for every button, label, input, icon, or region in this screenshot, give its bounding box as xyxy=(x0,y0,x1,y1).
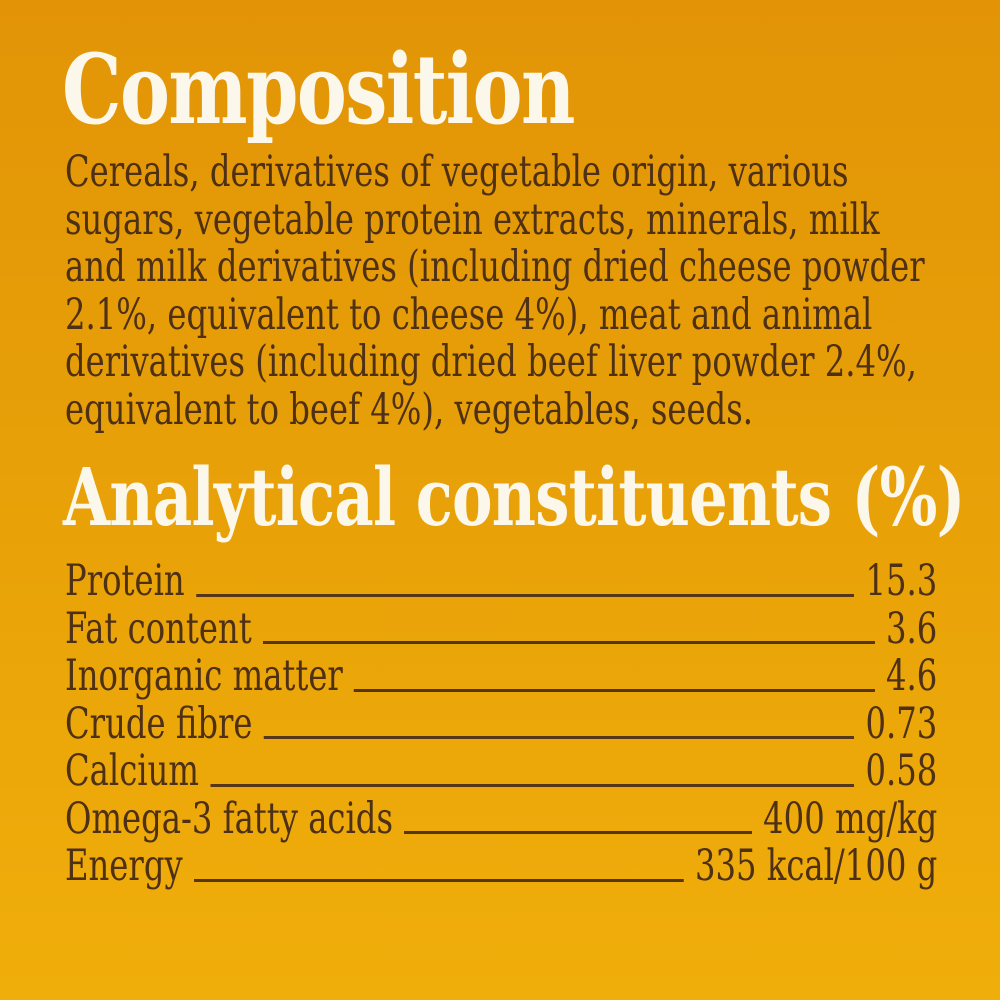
composition-line: and milk derivatives (including dried ch… xyxy=(65,242,925,292)
composition-title: Composition xyxy=(62,33,575,146)
nutrient-row-protein: Protein 15.3 xyxy=(65,556,938,606)
leader-line xyxy=(195,593,855,597)
nutrient-row-energy: Energy 335 kcal/100 g xyxy=(65,841,938,891)
analytical-constituents-title: Analytical constituents (%) xyxy=(63,450,965,544)
nutrient-value: 15.3 xyxy=(865,556,938,606)
composition-line: Cereals, derivatives of vegetable origin… xyxy=(65,147,849,197)
nutrient-value: 0.73 xyxy=(865,698,938,749)
nutrient-row-fat-content: Fat content 3.6 xyxy=(65,603,938,654)
nutrient-label: Fat content xyxy=(65,603,252,654)
leader-line xyxy=(193,878,684,882)
composition-paragraph: Cereals, derivatives of vegetable origin… xyxy=(65,147,943,435)
nutrient-row-omega-3-fatty-acids: Omega-3 fatty acids 400 mg/kg xyxy=(65,793,938,844)
composition-line: 2.1%, equivalent to cheese 4%), meat and… xyxy=(65,289,873,340)
nutrient-value: 4.6 xyxy=(885,651,938,701)
nutrient-label: Protein xyxy=(65,556,185,606)
leader-line xyxy=(354,688,875,692)
nutrient-row-crude-fibre: Crude fibre 0.73 xyxy=(65,698,938,749)
nutrient-value: 3.6 xyxy=(885,603,938,654)
nutrient-value: 335 kcal/100 g xyxy=(694,841,938,891)
composition-line: equivalent to beef 4%), vegetables, seed… xyxy=(65,384,754,435)
nutrient-value: 0.58 xyxy=(865,746,938,796)
nutrient-label: Crude fibre xyxy=(65,698,253,749)
nutrient-value: 400 mg/kg xyxy=(763,793,938,844)
leader-line xyxy=(210,783,855,787)
nutrient-row-calcium: Calcium 0.58 xyxy=(65,746,938,796)
nutrient-label: Inorganic matter xyxy=(65,651,343,701)
nutrient-label: Energy xyxy=(65,841,183,891)
nutrient-label: Calcium xyxy=(65,746,199,796)
nutrient-label: Omega-3 fatty acids xyxy=(65,793,393,844)
composition-line: derivatives (including dried beef liver … xyxy=(65,337,917,387)
nutrient-row-inorganic-matter: Inorganic matter 4.6 xyxy=(65,651,938,701)
leader-line xyxy=(262,641,875,644)
leader-line xyxy=(263,736,855,739)
composition-line: sugars, vegetable protein extracts, mine… xyxy=(65,194,880,245)
nutrient-table: Protein 15.3 Fat content 3.6 Inorganic m… xyxy=(65,556,938,891)
leader-line xyxy=(404,831,752,834)
